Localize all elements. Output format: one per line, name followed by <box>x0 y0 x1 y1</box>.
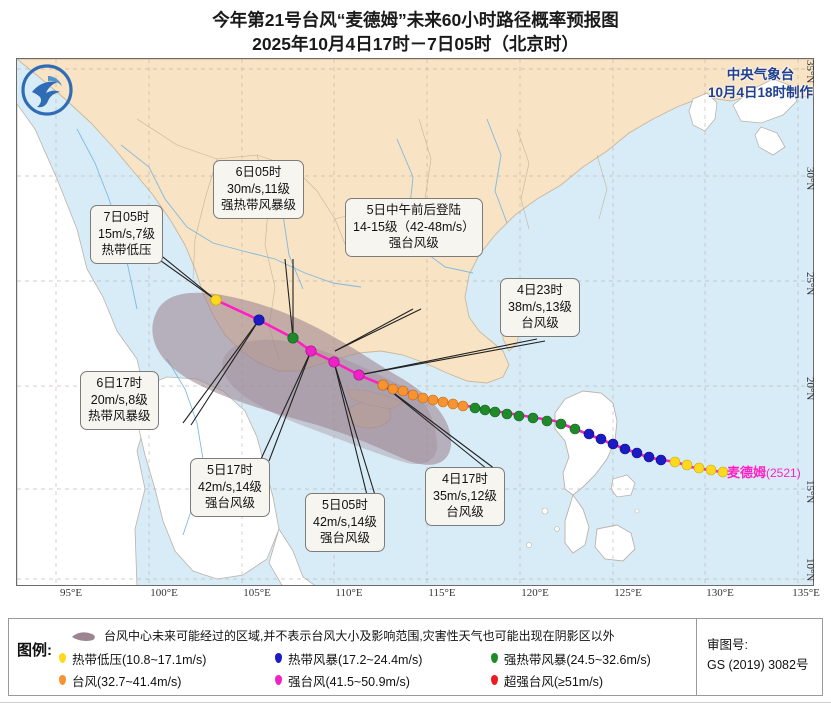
storm-number: (2521) <box>766 466 801 480</box>
legend-categories: 热带低压(10.8~17.1m/s) 热带风暴(17.2~24.4m/s) 强热… <box>59 647 689 691</box>
intensity-dot-icon <box>490 653 498 663</box>
legend-cone-note: 台风中心未来可能经过的区域,并不表示台风大小及影响范围,灾害性天气也可能出现在阴… <box>104 629 615 643</box>
legend-main: 图例: 台风中心未来可能经过的区域,并不表示台风大小及影响范围,灾害性天气也可能… <box>9 619 697 695</box>
legend: 图例: 台风中心未来可能经过的区域,并不表示台风大小及影响范围,灾害性天气也可能… <box>8 618 823 696</box>
legend-row: 台风(32.7~41.4m/s) 强台风(41.5~50.9m/s) 超强台风(… <box>59 669 689 691</box>
lon-tick: 115°E <box>428 587 456 599</box>
legend-title: 图例: <box>17 642 52 659</box>
intensity-dot-icon <box>274 653 282 663</box>
title-line-1: 今年第21号台风“麦德姆”未来60小时路径概率预报图 <box>212 10 619 30</box>
lon-tick: 110°E <box>335 587 363 599</box>
callout-category: 热带低压 <box>101 243 152 257</box>
callout-category: 热带风暴级 <box>88 409 151 423</box>
legend-label: 台风(32.7~41.4m/s) <box>72 674 182 689</box>
lat-tick: 35°N <box>804 60 816 84</box>
intensity-dot-icon <box>274 675 282 685</box>
lat-tick: 10°N <box>804 558 816 582</box>
lon-tick: 130°E <box>706 587 734 599</box>
callout-time: 4日23时 <box>517 283 563 297</box>
callout-time: 6日17时 <box>96 376 143 390</box>
callout-intensity: 30m/s,11级 <box>227 181 290 196</box>
lat-tick: 30°N <box>804 167 816 191</box>
storm-name: 麦德姆 <box>727 465 767 480</box>
forecast-cone <box>152 292 452 465</box>
callout-time: 5日中午前后登陆 <box>366 203 462 217</box>
callout-day4-23[interactable]: 4日23时 38m/s,13级 台风级 <box>500 278 580 337</box>
audit-label: 审图号: <box>707 638 748 652</box>
callout-day4-17[interactable]: 4日17时 35m/s,12级 台风级 <box>425 467 505 526</box>
callout-day6-17[interactable]: 6日17时 20m/s,8级 热带风暴级 <box>80 371 159 430</box>
callout-intensity: 35m/s,12级 <box>433 488 497 503</box>
callout-intensity: 42m/s,14级 <box>313 514 377 529</box>
callout-category: 强热带风暴级 <box>221 198 297 212</box>
lat-tick: 25°N <box>804 272 816 296</box>
map-graphics <box>17 59 813 585</box>
lon-tick: 105°E <box>243 587 271 599</box>
attribution-line-1: 中央气象台 <box>726 67 795 82</box>
lon-tick: 125°E <box>614 587 642 599</box>
legend-item-ts: 热带风暴(17.2~24.4m/s) <box>274 649 491 668</box>
callout-day5-05[interactable]: 5日05时 42m/s,14级 强台风级 <box>305 493 385 552</box>
legend-audit: 审图号: GS (2019) 3082号 <box>697 619 822 695</box>
lon-tick: 95°E <box>59 587 83 599</box>
legend-item-sty: 强台风(41.5~50.9m/s) <box>274 671 491 690</box>
callout-day6-05[interactable]: 6日05时 30m/s,11级 强热带风暴级 <box>213 160 305 219</box>
legend-label: 热带低压(10.8~17.1m/s) <box>72 652 207 667</box>
callout-intensity: 14-15级（42-48m/s） <box>353 219 475 234</box>
legend-row: 热带低压(10.8~17.1m/s) 热带风暴(17.2~24.4m/s) 强热… <box>59 647 689 669</box>
attribution-line-2: 10月4日18时制作 <box>707 85 813 100</box>
legend-label: 热带风暴(17.2~24.4m/s) <box>287 652 423 667</box>
latitude-axis: 35°N 30°N 25°N 20°N 15°N 10°N <box>800 58 831 586</box>
callout-intensity: 20m/s,8级 <box>90 392 148 407</box>
track-points <box>210 294 729 478</box>
bottom-divider <box>0 702 831 703</box>
lon-tick: 120°E <box>521 587 549 599</box>
callout-category: 强台风级 <box>204 496 255 510</box>
lat-tick: 20°N <box>804 377 816 401</box>
cone-swatch-icon <box>71 629 97 641</box>
legend-item-superty: 超强台风(≥51m/s) <box>490 671 689 690</box>
intensity-dot-icon <box>59 675 66 685</box>
map-inner <box>17 59 813 585</box>
callout-time: 4日17时 <box>442 472 488 486</box>
attribution: 中央气象台 10月4日18时制作 <box>708 66 813 102</box>
lat-tick: 15°N <box>804 480 816 504</box>
callout-time: 7日05时 <box>103 210 150 224</box>
lon-tick: 100°E <box>150 587 178 599</box>
longitude-axis: 95°E 100°E 105°E 110°E 115°E 120°E 125°E… <box>16 587 820 607</box>
callout-day7-05[interactable]: 7日05时 15m/s,7级 热带低压 <box>90 205 163 264</box>
callout-day5-17[interactable]: 5日17时 42m/s,14级 强台风级 <box>190 458 270 517</box>
legend-label: 强热带风暴(24.5~32.6m/s) <box>503 652 651 667</box>
callout-category: 强台风级 <box>319 531 370 545</box>
callout-intensity: 38m/s,13级 <box>508 299 572 314</box>
legend-item-ty: 台风(32.7~41.4m/s) <box>59 671 275 690</box>
legend-item-td: 热带低压(10.8~17.1m/s) <box>59 649 275 668</box>
page-title: 今年第21号台风“麦德姆”未来60小时路径概率预报图 2025年10月4日17时… <box>0 8 831 56</box>
map-canvas[interactable] <box>16 58 814 586</box>
callout-time: 5日17时 <box>207 463 253 477</box>
legend-label: 超强台风(≥51m/s) <box>503 674 604 689</box>
callout-category: 台风级 <box>446 505 484 519</box>
legend-item-sts: 强热带风暴(24.5~32.6m/s) <box>490 649 689 668</box>
callout-time: 5日05时 <box>322 498 368 512</box>
title-line-2: 2025年10月4日17时－7日05时（北京时） <box>252 34 579 54</box>
intensity-dot-icon <box>490 675 498 685</box>
cma-dragon-logo <box>18 62 76 118</box>
intensity-dot-icon <box>59 653 66 663</box>
audit-number: GS (2019) 3082号 <box>707 658 809 672</box>
storm-name-label: 麦德姆(2521) <box>727 462 801 481</box>
callout-intensity: 42m/s,14级 <box>198 479 262 494</box>
callout-category: 强台风级 <box>388 236 439 250</box>
callout-landfall[interactable]: 5日中午前后登陆 14-15级（42-48m/s） 强台风级 <box>345 198 483 257</box>
legend-label: 强台风(41.5~50.9m/s) <box>287 674 410 689</box>
callout-time: 6日05时 <box>235 165 282 179</box>
lon-tick: 135°E <box>792 587 820 599</box>
callout-category: 台风级 <box>521 316 559 330</box>
callout-intensity: 15m/s,7级 <box>98 226 155 241</box>
